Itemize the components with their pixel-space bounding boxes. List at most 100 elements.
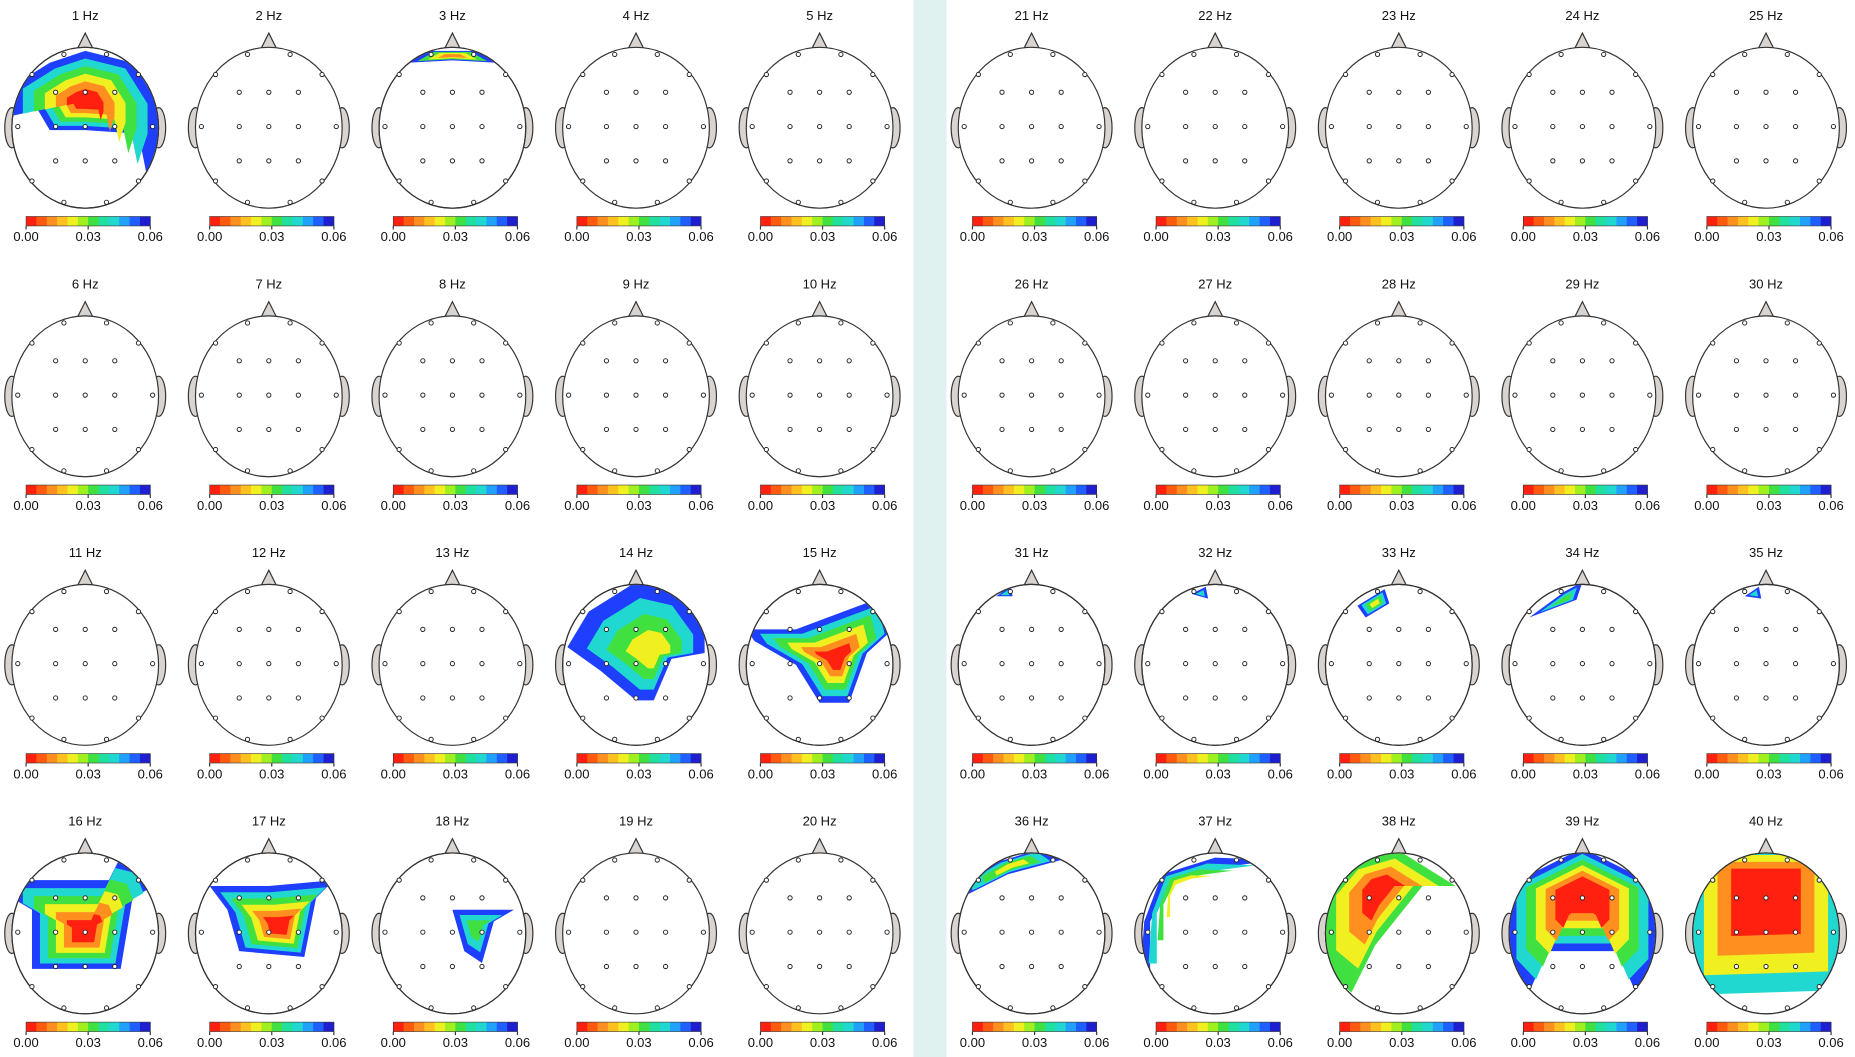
colorbar-cell: [1706, 485, 1718, 495]
electrode: [884, 661, 890, 667]
electrode: [1449, 877, 1455, 883]
electrode: [150, 123, 156, 130]
colorbar-cell: [587, 1022, 598, 1032]
electrode: [61, 320, 67, 326]
colorbar-tick-label: 0.06: [321, 1035, 346, 1050]
colorbar-tick-label: 0.06: [688, 1035, 713, 1050]
electrode: [1763, 626, 1769, 632]
colorbar-cell: [1432, 485, 1444, 495]
colorbar-cell: [1748, 753, 1759, 764]
electrode: [1417, 736, 1423, 742]
colorbar-cell: [393, 753, 404, 764]
electrode: [1816, 340, 1822, 346]
electrode: [1742, 1005, 1748, 1011]
electrode: [1050, 51, 1056, 58]
electrode: [295, 895, 301, 901]
colorbar-cell: [1717, 1022, 1728, 1032]
electrode: [686, 178, 692, 184]
electrode: [870, 446, 876, 453]
electrode: [420, 626, 426, 632]
panel-title: 31 Hz: [1015, 545, 1049, 560]
electrode: [1328, 123, 1334, 130]
colorbar-cell: [1758, 1022, 1770, 1032]
electrode: [236, 392, 242, 398]
electrode: [319, 71, 325, 78]
colorbar-cell: [1453, 1022, 1465, 1032]
colorbar-cell: [1034, 216, 1046, 226]
colorbar-cell: [403, 216, 415, 226]
electrode: [1425, 661, 1431, 667]
colorbar-cell: [1626, 485, 1638, 495]
colorbar-cell: [220, 216, 231, 226]
colorbar-cell: [690, 485, 702, 495]
electrode: [1096, 392, 1102, 398]
colorbar-cell: [1360, 485, 1372, 495]
colorbar-tick-label: 0.06: [688, 498, 713, 513]
electrode: [1558, 588, 1564, 595]
colorbar-cell: [1616, 216, 1628, 226]
colorbar-cell: [77, 1022, 89, 1032]
colorbar-cell: [993, 753, 1004, 764]
electrode: [1342, 71, 1349, 78]
head-outline: [957, 852, 1106, 1015]
electrode: [29, 609, 35, 615]
colorbar-cell: [57, 485, 68, 495]
colorbar-cell: [781, 753, 792, 764]
colorbar-cell: [1218, 485, 1229, 495]
colorbar-cell: [659, 485, 671, 495]
colorbar-cell: [313, 1022, 324, 1032]
colorbar-tick-label: 0.00: [1511, 498, 1536, 513]
colorbar-cell: [476, 485, 487, 495]
colorbar-cell: [801, 485, 813, 495]
electrode: [333, 392, 339, 398]
colorbar-cell: [251, 1022, 262, 1032]
electrode: [1396, 895, 1402, 901]
electrode: [838, 199, 844, 205]
colorbar-cell: [628, 216, 640, 226]
electrode: [471, 736, 477, 742]
electrode: [1816, 446, 1822, 453]
colorbar-cell: [1637, 1022, 1648, 1032]
electrode: [479, 426, 485, 433]
electrode: [1082, 340, 1088, 346]
colorbar-cell: [1044, 1022, 1056, 1032]
topomap-panel: 19 Hz 0.00 0.03 0.06: [554, 814, 718, 1050]
electrode: [1425, 963, 1431, 970]
electrode: [603, 358, 610, 364]
head-outline: [957, 583, 1106, 746]
electrode: [82, 963, 88, 970]
colorbar-cell: [119, 753, 130, 764]
electrode: [654, 857, 660, 863]
electrode: [817, 358, 823, 364]
colorbar-cell: [465, 753, 477, 764]
electrode: [884, 929, 890, 935]
head-outline: [1324, 583, 1473, 746]
electrode: [319, 178, 325, 184]
electrode: [103, 468, 110, 474]
colorbar-tick-label: 0.00: [1143, 229, 1168, 244]
electrode: [1449, 609, 1455, 615]
electrode: [1191, 588, 1197, 595]
electrode: [662, 426, 669, 433]
colorbar-cell: [863, 216, 875, 226]
colorbar-cell: [57, 1022, 68, 1032]
colorbar-cell: [1003, 1022, 1015, 1032]
electrode: [1029, 661, 1035, 667]
colorbar-cell: [1422, 1022, 1434, 1032]
colorbar-cell: [1044, 753, 1056, 764]
electrode: [1212, 123, 1218, 130]
electrode: [1145, 123, 1151, 130]
heat-level: [1195, 589, 1205, 597]
electrode: [449, 426, 456, 433]
colorbar-cell: [271, 753, 283, 764]
colorbar-cell: [313, 753, 324, 764]
electrode: [1029, 89, 1035, 95]
colorbar-cell: [597, 1022, 609, 1032]
electrode: [82, 929, 88, 935]
colorbar-cell: [628, 1022, 640, 1032]
heat-map: [746, 596, 893, 703]
electrode: [287, 857, 293, 863]
colorbar-cell: [88, 485, 99, 495]
electrode: [763, 446, 769, 453]
colorbar-cell: [1259, 1022, 1271, 1032]
